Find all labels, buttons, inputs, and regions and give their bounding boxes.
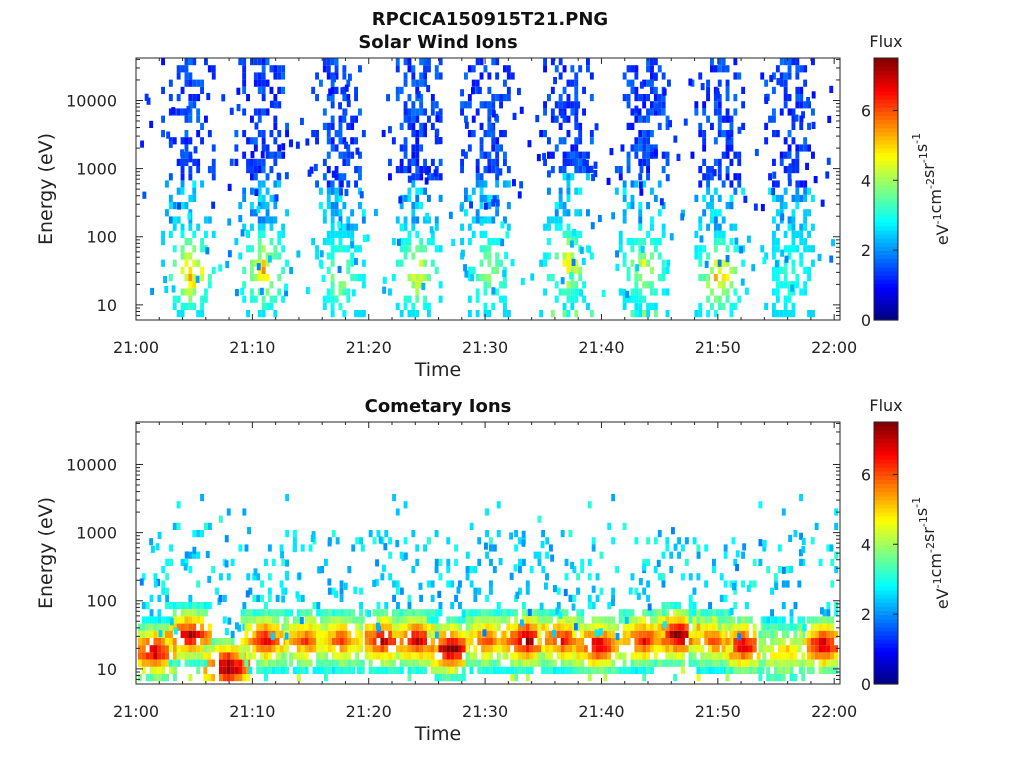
y-tick-label: 10	[97, 660, 117, 679]
colorbar-unit-label: eV-1cm-2sr-1s-1	[910, 497, 952, 609]
x-tick-label: 21:00	[113, 338, 159, 357]
panel-title: Cometary Ions	[365, 396, 512, 417]
colorbar-tick-label: 2	[861, 605, 871, 624]
y-tick-label: 1000	[76, 524, 117, 543]
colorbar-unit-label: eV-1cm-2sr-1s-1	[910, 133, 952, 245]
x-tick-label: 21:40	[578, 702, 624, 721]
colorbar-tick-label: 6	[861, 465, 871, 484]
spectrogram-pixels	[140, 58, 835, 318]
colorbar-title: Flux	[869, 396, 902, 415]
colorbar-tick-label: 4	[861, 171, 871, 190]
x-tick-label: 22:00	[811, 338, 857, 357]
x-tick-label: 21:20	[346, 702, 392, 721]
x-tick-label: 21:20	[346, 338, 392, 357]
colorbar-tick-label: 2	[861, 241, 871, 260]
x-tick-label: 21:30	[462, 338, 508, 357]
colorbar: 0 2 4 6 Flux eV-1cm-2sr-1s-1	[861, 396, 952, 694]
x-tick-label: 21:40	[578, 338, 624, 357]
y-tick-label: 10000	[66, 91, 117, 110]
colorbar-tick-label: 0	[861, 675, 871, 694]
x-tick-label: 21:30	[462, 702, 508, 721]
x-tick-label: 21:50	[695, 338, 741, 357]
x-axis-label: Time	[414, 723, 462, 745]
panel-cometary-ions: 21:00 21:10 21:20 21:30 21:40 21:50 22:00 10 100…	[35, 396, 952, 745]
colorbar-tick-label: 4	[861, 535, 871, 554]
colorbar-title: Flux	[869, 32, 902, 51]
figure-file-title: RPCICA150915T21.PNG	[372, 9, 608, 30]
y-tick-label: 100	[86, 228, 117, 247]
colorbar-frame	[873, 421, 899, 685]
y-tick-label: 10000	[66, 455, 117, 474]
y-tick-label: 1000	[76, 160, 117, 179]
y-tick-label: 100	[86, 592, 117, 611]
y-axis-label: Energy (eV)	[35, 497, 57, 609]
panel-title: Solar Wind Ions	[358, 32, 517, 53]
x-tick-label: 22:00	[811, 702, 857, 721]
y-axis-label: Energy (eV)	[35, 133, 57, 245]
panel-solar-wind-ions: 21:00 21:10 21:20 21:30 21:40 21:50 22:00 10 100…	[35, 32, 952, 381]
panels-group: 21:00 21:10 21:20 21:30 21:40 21:50 22:0010100…	[35, 32, 952, 745]
x-tick-label: 21:00	[113, 702, 159, 721]
x-tick-label: 21:10	[229, 338, 275, 357]
x-tick-label: 21:50	[695, 702, 741, 721]
colorbar-tick-label: 0	[861, 311, 871, 330]
spectrogram-pixels	[137, 494, 839, 682]
y-tick-label: 10	[97, 296, 117, 315]
x-tick-label: 21:10	[229, 702, 275, 721]
colorbar-frame	[873, 57, 899, 321]
x-axis-label: Time	[414, 359, 462, 381]
colorbar-tick-label: 6	[861, 101, 871, 120]
colorbar: 0 2 4 6 Flux eV-1cm-2sr-1s-1	[861, 32, 952, 330]
